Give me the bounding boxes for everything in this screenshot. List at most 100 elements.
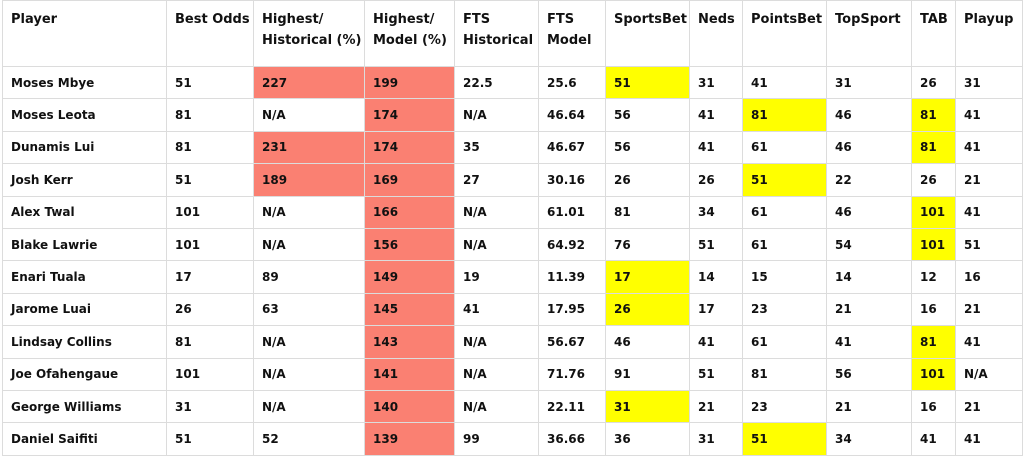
cell-sb: 76 [605,227,690,262]
cell-playup: 21 [955,389,1023,424]
cell-ftsh: N/A [454,325,539,359]
cell-sb: 91 [605,357,690,391]
cell-ts: 56 [826,357,912,391]
cell-neds: 51 [689,227,743,262]
cell-playup: 21 [955,292,1023,327]
cell-neds: 21 [689,389,743,424]
cell-ts: 14 [826,260,912,294]
cell-pb: 61 [742,227,827,262]
table-row: Enari Tuala 17 89 149 19 11.39 17 14 15 14 12 16 [2,260,1023,294]
cell-ftsm: 64.92 [538,227,606,262]
cell-playup: 41 [955,195,1023,229]
cell-ftsm: 46.64 [538,98,606,132]
cell-pb: 51 [742,422,827,456]
cell-hm: 156 [364,227,455,262]
cell-ts: 46 [826,130,912,165]
cell-tab: 16 [911,389,956,424]
cell-ftsh: 41 [454,292,539,327]
cell-player: Jarome Luai [2,292,167,327]
cell-hh: 189 [253,163,365,197]
cell-playup: N/A [955,357,1023,391]
cell-playup: 41 [955,325,1023,359]
cell-playup: 41 [955,422,1023,456]
table-row: Joe Ofahengaue 101 N/A 141 N/A 71.76 91 51 81 56 1… [2,357,1023,391]
header-tab[interactable]: TAB [911,0,956,67]
cell-best: 51 [166,422,254,456]
cell-hh: N/A [253,357,365,391]
cell-sb: 26 [605,292,690,327]
table-row: Dunamis Lui 81 231 174 35 46.67 56 41 61 46 81 41 [2,130,1023,165]
cell-tab: 101 [911,357,956,391]
cell-ftsm: 17.95 [538,292,606,327]
cell-hm: 140 [364,389,455,424]
cell-player: Joe Ofahengaue [2,357,167,391]
cell-ftsm: 25.6 [538,65,606,100]
header-neds[interactable]: Neds [689,0,743,67]
table-row: Josh Kerr 51 189 169 27 30.16 26 26 51 22 26 21 [2,163,1023,197]
cell-ftsh: 19 [454,260,539,294]
cell-hm: 139 [364,422,455,456]
cell-pb: 81 [742,357,827,391]
cell-hh: N/A [253,389,365,424]
header-player[interactable]: Player [2,0,167,67]
cell-tab: 41 [911,422,956,456]
table-row: Moses Mbye 51 227 199 22.5 25.6 51 31 41 31 26 31 [2,65,1023,100]
cell-hh: 52 [253,422,365,456]
cell-hm: 143 [364,325,455,359]
cell-playup: 51 [955,227,1023,262]
cell-ts: 21 [826,389,912,424]
cell-player: George Williams [2,389,167,424]
cell-tab: 101 [911,195,956,229]
cell-hh: 231 [253,130,365,165]
cell-player: Josh Kerr [2,163,167,197]
cell-playup: 41 [955,98,1023,132]
table-header-row: Player Best Odds Highest/ Historical (%)… [2,0,1023,67]
cell-tab: 81 [911,130,956,165]
cell-sb: 56 [605,130,690,165]
header-sportsbet[interactable]: SportsBet [605,0,690,67]
table-row: Daniel Saifiti 51 52 139 99 36.66 36 31 51 34 41 41 [2,422,1023,456]
table-row: Moses Leota 81 N/A 174 N/A 46.64 56 41 81 46 81 41 [2,98,1023,132]
cell-pb: 23 [742,292,827,327]
cell-hh: N/A [253,98,365,132]
cell-sb: 36 [605,422,690,456]
cell-best: 81 [166,98,254,132]
header-topsport[interactable]: TopSport [826,0,912,67]
cell-ftsh: N/A [454,227,539,262]
cell-neds: 26 [689,163,743,197]
cell-best: 17 [166,260,254,294]
cell-ts: 54 [826,227,912,262]
cell-sb: 81 [605,195,690,229]
cell-neds: 41 [689,325,743,359]
header-fts-model[interactable]: FTS Model [538,0,606,67]
cell-pb: 15 [742,260,827,294]
cell-ts: 46 [826,98,912,132]
cell-playup: 16 [955,260,1023,294]
cell-pb: 23 [742,389,827,424]
cell-neds: 17 [689,292,743,327]
cell-neds: 51 [689,357,743,391]
header-pointsbet[interactable]: PointsBet [742,0,827,67]
cell-best: 51 [166,65,254,100]
header-best-odds[interactable]: Best Odds [166,0,254,67]
header-highest-historical[interactable]: Highest/ Historical (%) [253,0,365,67]
cell-sb: 26 [605,163,690,197]
cell-neds: 31 [689,422,743,456]
cell-ftsh: 22.5 [454,65,539,100]
cell-tab: 26 [911,163,956,197]
cell-ts: 46 [826,195,912,229]
cell-hm: 169 [364,163,455,197]
cell-neds: 41 [689,130,743,165]
header-playup[interactable]: Playup [955,0,1023,67]
header-highest-model[interactable]: Highest/ Model (%) [364,0,455,67]
cell-ftsm: 46.67 [538,130,606,165]
cell-ftsh: N/A [454,389,539,424]
cell-best: 101 [166,195,254,229]
cell-player: Blake Lawrie [2,227,167,262]
cell-hh: N/A [253,195,365,229]
cell-pb: 61 [742,325,827,359]
cell-pb: 61 [742,130,827,165]
cell-ftsh: 35 [454,130,539,165]
header-fts-historical[interactable]: FTS Historical [454,0,539,67]
